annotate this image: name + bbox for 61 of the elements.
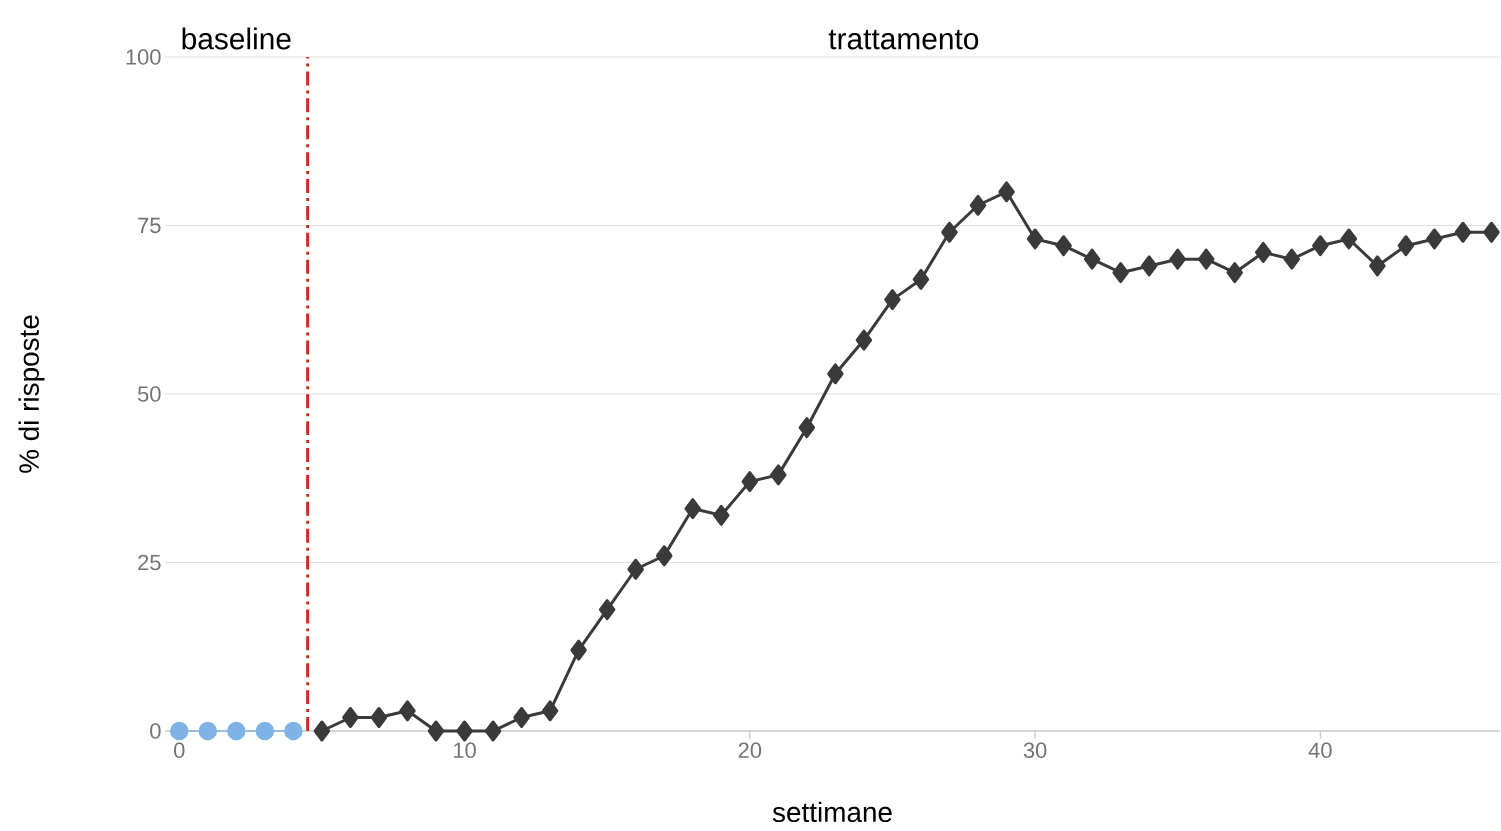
point [255,721,275,741]
point [684,498,701,520]
point [1340,228,1358,250]
point [855,329,873,351]
point [884,289,901,311]
y-tick-label: 0 [150,723,161,739]
point [570,639,587,661]
point [456,720,473,742]
point [1483,221,1500,243]
point [655,545,673,567]
point [370,707,388,729]
y-tick-label: 100 [126,49,161,65]
point [998,181,1015,203]
y-tick-label: 75 [138,217,161,234]
point [941,221,958,243]
x-tick-label: 10 [454,742,476,759]
x-tick-label: 0 [174,742,185,759]
point [627,558,644,580]
x-tick-label: 40 [1308,742,1332,759]
point [1312,235,1329,257]
point [770,464,787,486]
point [1197,248,1215,270]
point [541,700,559,722]
y-tick-label: 50 [137,386,161,402]
point [1140,255,1158,277]
point [798,417,816,439]
point [969,194,987,216]
point [484,720,502,742]
point [1454,221,1472,243]
point [1026,228,1044,250]
point [284,721,303,741]
point [1369,255,1386,277]
text: baseline [182,27,291,50]
point [1112,262,1129,284]
point [198,721,218,741]
point [1055,235,1072,257]
point [1169,248,1186,270]
point [1083,248,1101,270]
point [170,721,189,741]
point [1283,248,1301,270]
y-tick-label: 25 [138,554,161,571]
point [227,721,246,741]
y-axis-title: % di risposte [18,315,45,473]
point [427,720,445,742]
x-tick-label: 20 [738,742,762,759]
point [713,504,730,526]
x-tick-label: 30 [1023,742,1047,759]
text: trattamento [828,29,979,50]
point [1397,235,1415,257]
point [313,720,331,742]
point [827,363,844,385]
point [741,471,759,493]
point [598,599,616,621]
point [912,268,930,290]
point [1226,262,1243,284]
point [342,707,359,729]
x-axis-title: settimane [772,801,892,823]
point [399,700,416,722]
point [1255,241,1272,263]
point [1426,228,1443,250]
point [513,707,530,729]
